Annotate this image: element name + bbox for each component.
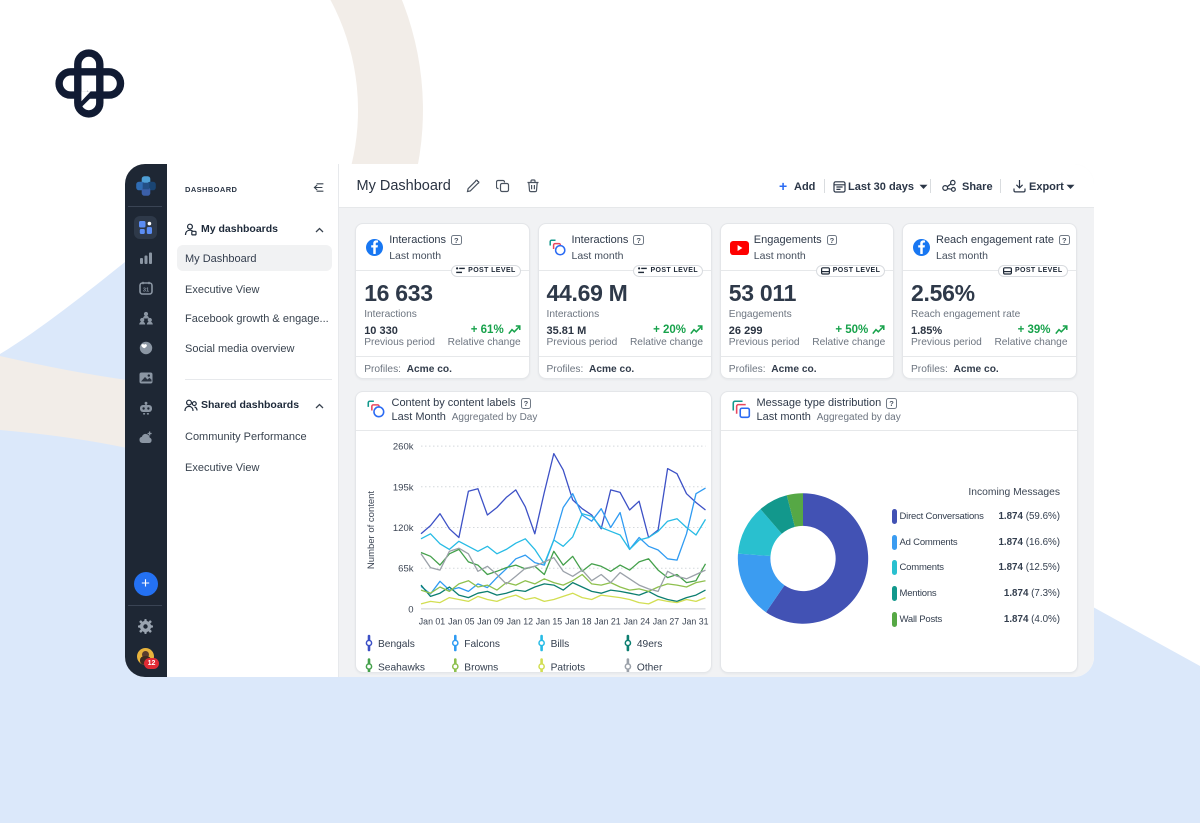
svg-text:Bills: Bills [551, 639, 570, 650]
svg-text:Jan 12: Jan 12 [507, 617, 534, 627]
svg-text:Jan 15: Jan 15 [536, 617, 563, 627]
svg-text:Jan 09: Jan 09 [477, 617, 504, 627]
svg-text:195k: 195k [393, 483, 414, 494]
svg-text:Jan 21: Jan 21 [594, 617, 621, 627]
svg-text:Other: Other [637, 663, 663, 673]
svg-text:Jan 01: Jan 01 [419, 617, 446, 627]
svg-text:49ers: 49ers [637, 639, 662, 650]
svg-text:Jan 18: Jan 18 [565, 617, 592, 627]
svg-text:Jan 27: Jan 27 [653, 617, 680, 627]
svg-text:260k: 260k [393, 442, 414, 453]
svg-text:Falcons: Falcons [464, 639, 500, 650]
svg-text:Jan 24: Jan 24 [624, 617, 651, 627]
svg-text:Patriots: Patriots [551, 663, 586, 673]
svg-text:Seahawks: Seahawks [378, 663, 425, 673]
svg-text:Jan 05: Jan 05 [448, 617, 475, 627]
svg-text:Jan 31: Jan 31 [682, 617, 709, 627]
svg-text:Browns: Browns [464, 663, 498, 673]
svg-text:31: 31 [143, 288, 149, 294]
svg-text:Number of content: Number of content [366, 491, 377, 570]
svg-text:Bengals: Bengals [378, 639, 415, 650]
svg-text:120k: 120k [393, 523, 414, 534]
svg-text:0: 0 [408, 605, 413, 616]
svg-text:65k: 65k [398, 564, 414, 575]
